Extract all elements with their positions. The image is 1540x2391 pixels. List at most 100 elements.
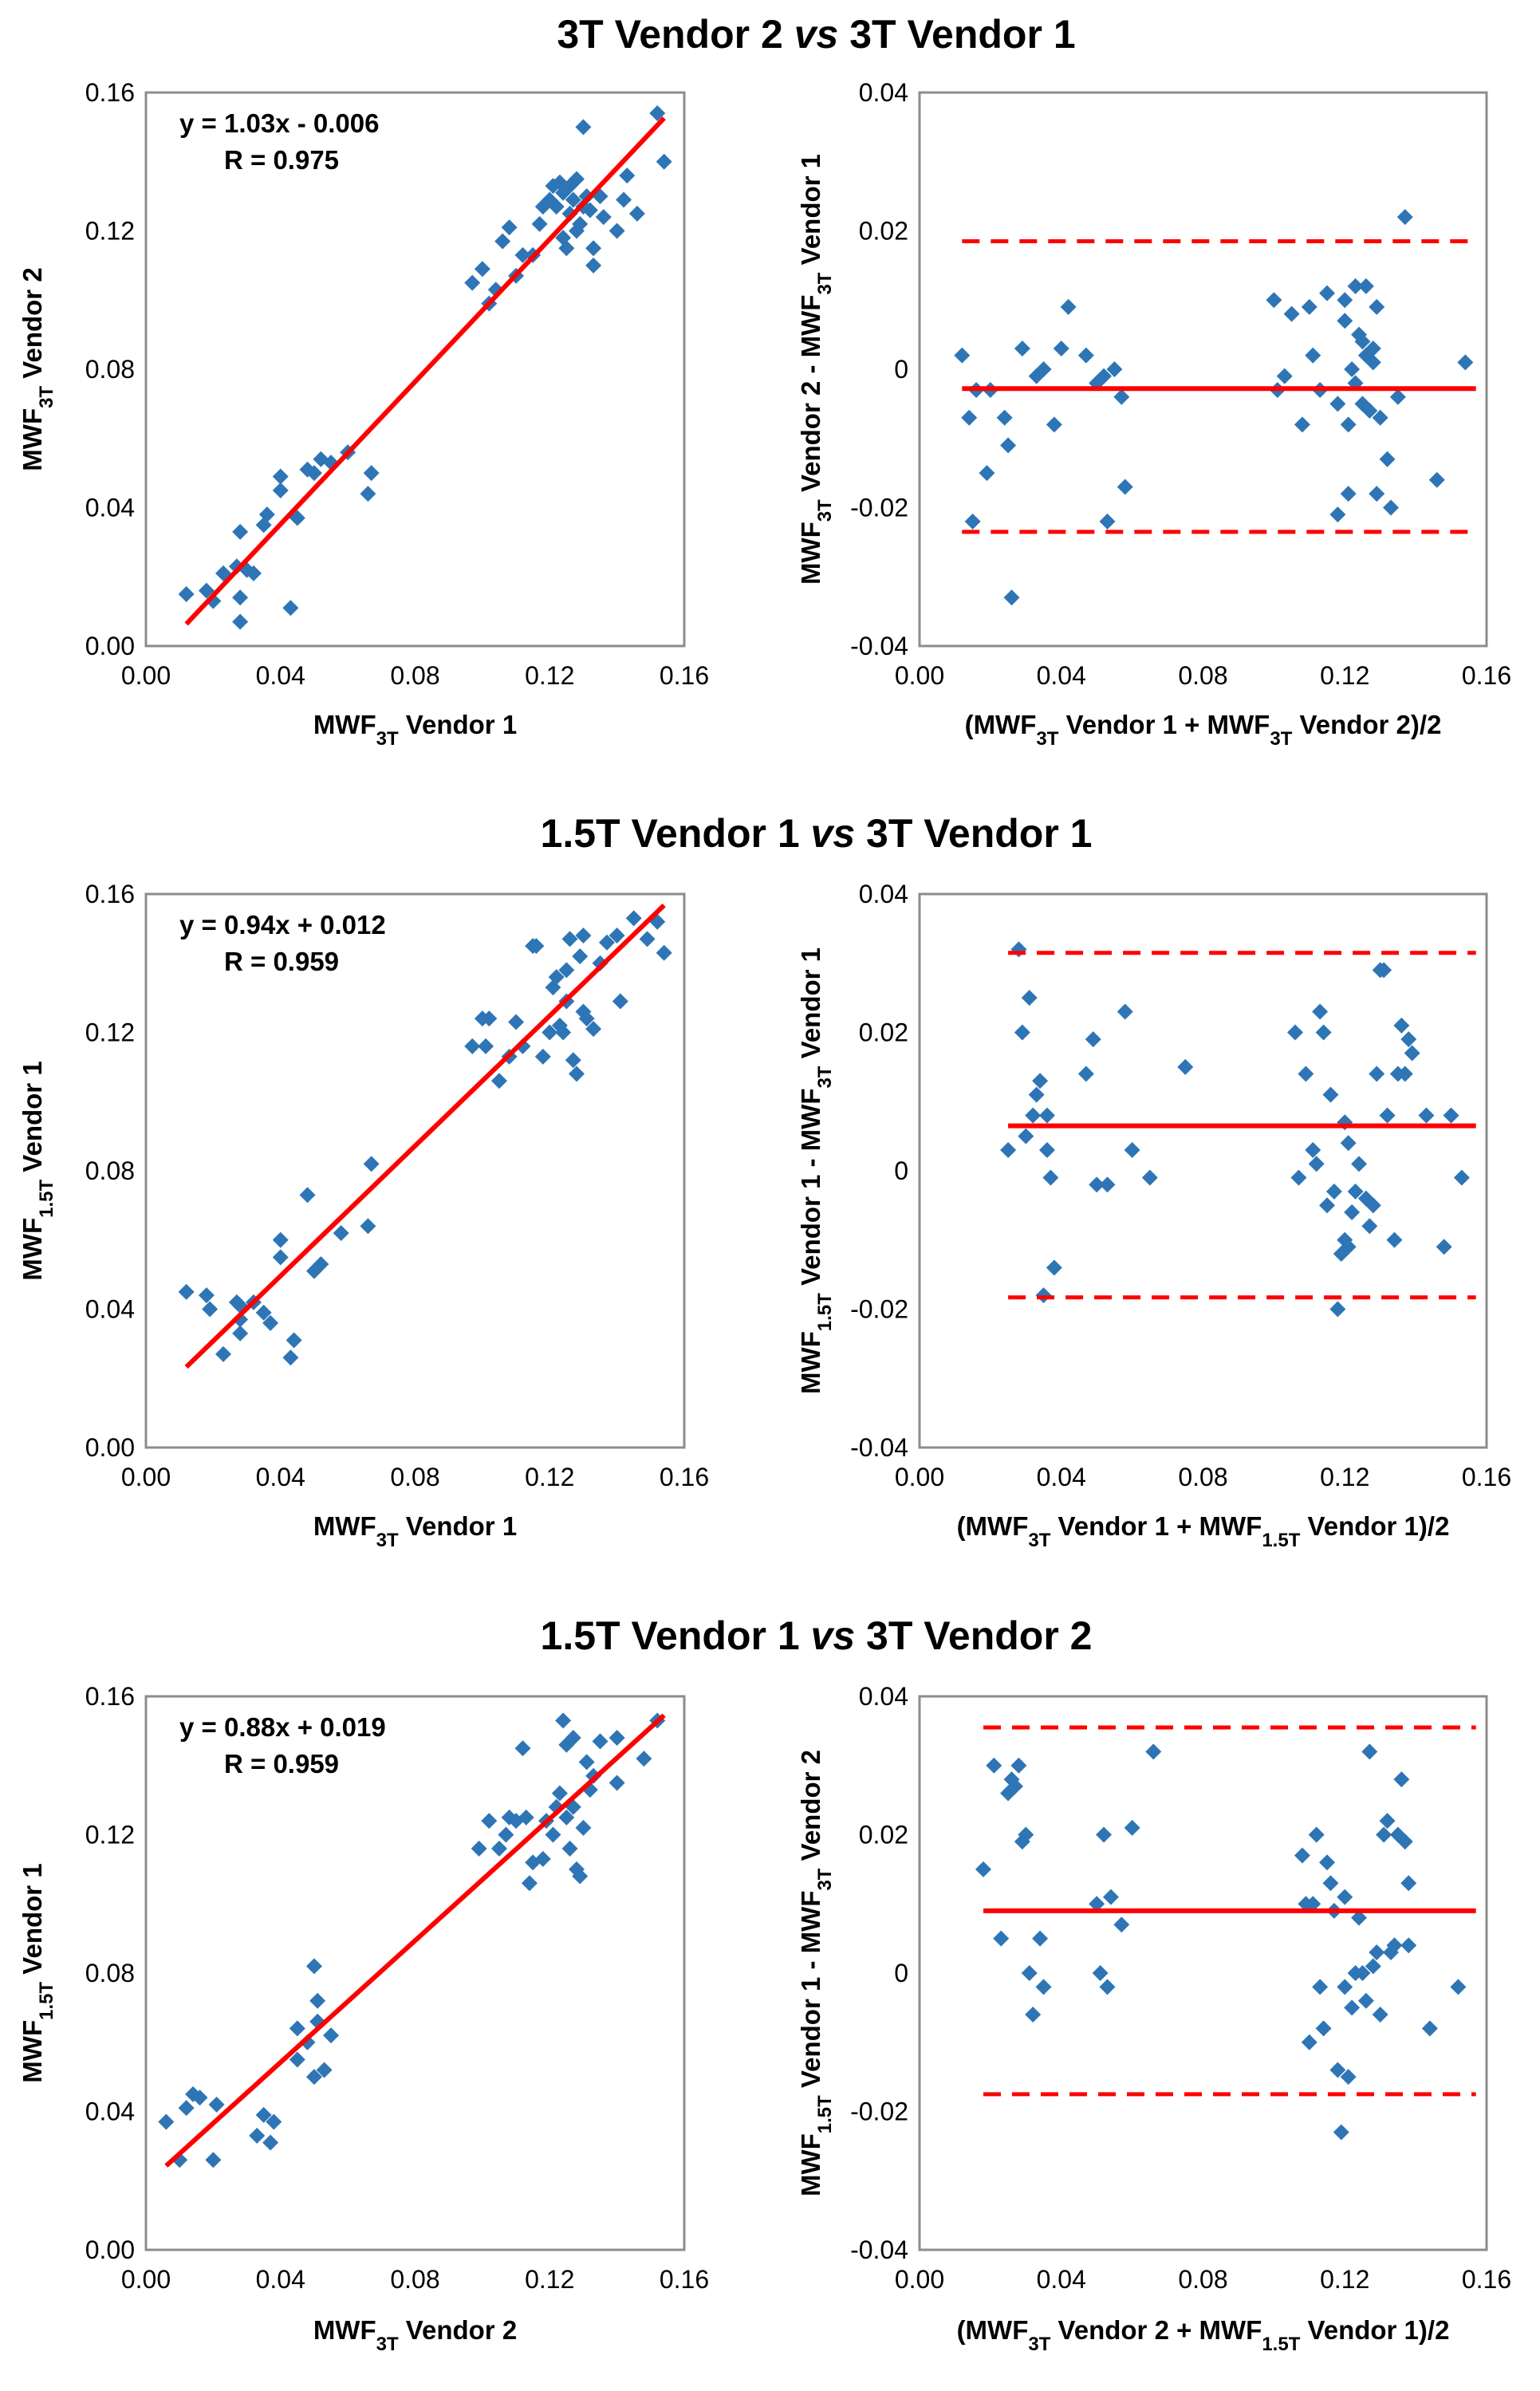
data-point — [993, 1930, 1010, 1947]
data-point — [996, 409, 1013, 426]
data-point — [569, 171, 585, 187]
data-point — [585, 240, 602, 257]
plot-frame — [918, 91, 1488, 648]
regression-y-tick-label: 0.00 — [85, 2235, 135, 2264]
data-point — [1340, 2069, 1357, 2086]
data-point — [619, 167, 636, 184]
data-point — [551, 1785, 568, 1802]
bland-altman-plot: 0.00 0.04 0.08 0.12 0.16-0.04-0.0200.020.04(… — [796, 78, 1511, 750]
data-point — [1319, 285, 1336, 301]
regression-plot: 0.00 0.04 0.08 0.12 0.16 0.00 0.04 0.08 0.12 0.16… — [18, 880, 709, 1551]
correlation-coefficient: R = 0.959 — [224, 1749, 339, 1778]
data-point — [299, 2034, 316, 2050]
data-point — [1393, 1017, 1410, 1034]
y-axis-label-text: Vendor 2 — [796, 1750, 825, 1869]
bland-altman-y-tick-label: -0.04 — [850, 1433, 908, 1462]
data-point — [521, 1875, 538, 1892]
data-point — [1042, 1169, 1059, 1186]
data-point — [191, 2090, 208, 2106]
regression-x-tick-label: 0.12 — [525, 661, 574, 690]
data-point — [198, 582, 215, 599]
row-title-right: 3T Vendor 1 — [838, 12, 1075, 57]
data-point — [1372, 409, 1388, 426]
bland-altman-x-tick-label: 0.16 — [1462, 1463, 1511, 1491]
data-point — [1376, 962, 1392, 979]
data-point — [616, 191, 632, 208]
data-point — [1294, 1847, 1310, 1864]
bland-altman-y-tick-label: 0.04 — [859, 1682, 908, 1711]
data-point — [272, 1249, 289, 1266]
regression-x-tick-label: 0.04 — [256, 2265, 305, 2294]
data-point — [1010, 1757, 1027, 1774]
data-point — [202, 1301, 219, 1318]
data-point — [1096, 368, 1113, 384]
y-axis-label-subscript: 1.5T — [36, 1982, 57, 2020]
data-point — [561, 1840, 578, 1857]
data-point — [572, 215, 589, 232]
data-point — [575, 928, 592, 944]
regression-equation: y = 0.94x + 0.012 — [179, 910, 386, 939]
data-point — [1113, 388, 1130, 405]
data-point — [1365, 340, 1381, 356]
regression-x-tick-label: 0.08 — [390, 661, 439, 690]
bland-altman-x-tick-label: 0.00 — [895, 661, 944, 690]
x-axis-label: (MWF3T Vendor 1 + MWF1.5T Vendor 1)/2 — [957, 1511, 1450, 1551]
x-axis-label-subscript: 3T — [1270, 728, 1292, 750]
data-point — [498, 1826, 514, 1843]
data-point — [1032, 1073, 1049, 1089]
data-point — [249, 2127, 266, 2144]
plot-frame — [918, 892, 1488, 1449]
data-point — [548, 969, 565, 986]
y-axis-label-text: Vendor 1 — [18, 1061, 47, 1180]
data-point — [1329, 396, 1346, 412]
data-point — [272, 1231, 289, 1248]
data-point — [1308, 1826, 1325, 1843]
regression-x-tick-label: 0.16 — [660, 2265, 709, 2294]
data-point — [313, 1256, 329, 1273]
regression-x-tick-label: 0.08 — [390, 2265, 439, 2294]
data-point — [1266, 292, 1282, 309]
data-point — [1347, 278, 1364, 294]
bland-altman-x-tick-label: 0.00 — [895, 2265, 944, 2294]
data-point — [1099, 1176, 1116, 1193]
regression-x-tick-label: 0.00 — [121, 2265, 171, 2294]
data-point — [1365, 354, 1381, 371]
regression-plot: 0.00 0.04 0.08 0.12 0.16 0.00 0.04 0.08 0.12 0.16… — [18, 1682, 709, 2355]
x-axis-label: MWF3T Vendor 1 — [313, 1511, 517, 1551]
data-point — [272, 482, 289, 498]
x-axis-label-text: Vendor 2 + MWF — [1050, 2315, 1262, 2345]
bland-altman-y-tick-label: 0.02 — [859, 1821, 908, 1849]
y-axis-label-text: Vendor 1 — [796, 947, 825, 1066]
data-point — [1361, 1218, 1378, 1235]
data-point — [534, 1850, 551, 1867]
data-point — [258, 506, 275, 523]
data-point — [178, 2100, 195, 2117]
bland-altman-x-tick-label: 0.16 — [1462, 661, 1511, 690]
data-point — [266, 2113, 282, 2130]
y-axis-label-text: Vendor 1 - MWF — [796, 1089, 825, 1294]
data-point — [1294, 416, 1310, 433]
data-point — [1025, 2007, 1042, 2023]
data-point — [598, 934, 615, 951]
bland-altman-x-tick-label: 0.08 — [1178, 2265, 1227, 2294]
data-point — [246, 565, 262, 581]
data-point — [289, 2051, 305, 2068]
data-point — [1021, 1965, 1038, 1981]
data-point — [1124, 1819, 1140, 1836]
data-point — [1301, 298, 1317, 315]
data-point — [575, 119, 592, 136]
data-point — [1357, 1992, 1374, 2009]
regression-x-tick-label: 0.00 — [121, 1463, 171, 1491]
data-point — [964, 513, 981, 530]
data-point — [1025, 1107, 1042, 1124]
data-point — [612, 993, 628, 1010]
regression-y-tick-label: 0.08 — [85, 355, 135, 384]
data-point — [628, 205, 645, 222]
data-point — [1032, 1930, 1049, 1947]
data-point — [1383, 499, 1400, 516]
data-point — [1337, 292, 1353, 309]
data-point — [1340, 486, 1357, 502]
data-point — [208, 2096, 225, 2113]
data-point — [555, 1712, 572, 1729]
data-point — [1312, 1979, 1329, 1995]
